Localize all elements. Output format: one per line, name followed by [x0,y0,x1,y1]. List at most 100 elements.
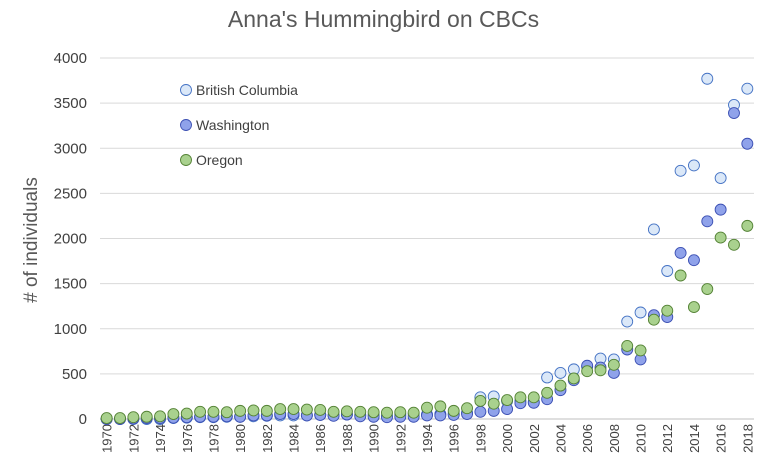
data-point [674,164,687,177]
x-tick-label: 2004 [553,424,568,453]
gridlines [100,57,754,420]
y-tick-label: 4000 [54,50,87,67]
data-point [407,406,420,419]
x-tick-label: 2018 [740,424,755,453]
data-point [474,395,487,407]
data-point [314,404,327,416]
data-point [421,401,433,414]
x-tick-label: 1990 [367,424,382,453]
data-point [714,203,727,216]
legend-label: Oregon [196,152,243,168]
data-point [634,344,647,357]
legend-marker [180,154,192,166]
data-point [714,172,727,184]
data-points [100,72,754,425]
data-point [354,405,367,418]
x-tick-label: 2000 [500,424,515,453]
data-point [300,403,313,416]
data-point [634,306,647,319]
data-point [687,254,700,267]
y-tick-label: 1500 [54,276,87,293]
data-point [661,304,674,317]
data-point [714,231,727,244]
data-point [474,405,487,418]
x-tick-label: 1998 [473,424,488,453]
data-point [434,400,447,413]
data-point [327,405,340,418]
data-point [554,379,567,392]
data-point [554,367,567,379]
data-point [461,402,473,415]
data-point [514,391,527,404]
data-point [194,405,207,418]
data-point [114,412,126,425]
data-point [741,137,754,150]
data-point [687,301,700,314]
x-tick-label: 1982 [260,424,275,453]
data-point [501,394,514,406]
x-tick-label: 2002 [527,424,542,453]
x-tick-label: 1996 [447,424,462,453]
data-point [100,412,113,425]
data-point [741,219,754,232]
data-point [701,72,714,85]
data-point [661,265,674,277]
x-tick-label: 1994 [420,424,435,453]
data-point [728,238,740,251]
x-tick-label: 2016 [714,424,729,453]
y-tick-label: 500 [62,366,87,383]
data-point [247,404,260,417]
data-point [621,339,634,352]
y-axis-ticks: 0 500 1000 1500 2000 2500 3000 3500 4000 [54,50,87,428]
x-tick-label: 1986 [313,424,328,453]
chart-title: Anna's Hummingbird on CBCs [227,6,540,32]
data-point [367,406,380,419]
data-point [340,405,353,418]
data-point [607,358,620,371]
data-point [127,411,140,424]
legend-marker [180,84,192,96]
y-tick-label: 3500 [54,95,87,112]
y-tick-label: 1000 [54,321,87,338]
data-point [394,406,407,419]
data-point [581,365,594,378]
x-tick-label: 1972 [126,424,141,453]
data-point [180,407,193,420]
y-tick-label: 2000 [54,231,87,248]
x-tick-label: 1978 [206,424,221,453]
data-point [674,246,687,259]
x-tick-label: 1974 [153,424,168,453]
x-tick-label: 1984 [287,424,302,453]
series-oregon [100,219,754,425]
data-point [274,403,287,416]
data-point [234,404,247,417]
x-tick-label: 2014 [687,424,702,453]
data-point [527,391,540,404]
data-point [701,215,714,228]
data-point [220,406,233,419]
data-point [447,404,460,417]
y-tick-label: 2500 [54,185,87,202]
data-point [594,364,607,377]
y-tick-label: 3000 [54,140,87,157]
data-point [687,159,700,172]
data-point [487,397,500,410]
data-point [140,410,153,423]
data-point [728,107,740,120]
data-point [674,269,687,282]
data-point [701,283,714,295]
x-tick-label: 1980 [233,424,248,453]
data-point [741,82,754,95]
x-tick-label: 2008 [607,424,622,453]
x-tick-label: 1970 [100,424,115,453]
legend-label: Washington [196,117,269,133]
legend: British Columbia Washington Oregon [180,82,298,168]
x-tick-label: 2006 [580,424,595,453]
data-point [381,406,393,419]
data-point [541,386,554,399]
data-point [541,371,554,384]
data-point [647,313,660,326]
x-axis-ticks: 1970 1972 1974 1976 1978 1980 1982 1984 1986 1988… [100,424,756,453]
legend-label: British Columbia [196,82,298,98]
